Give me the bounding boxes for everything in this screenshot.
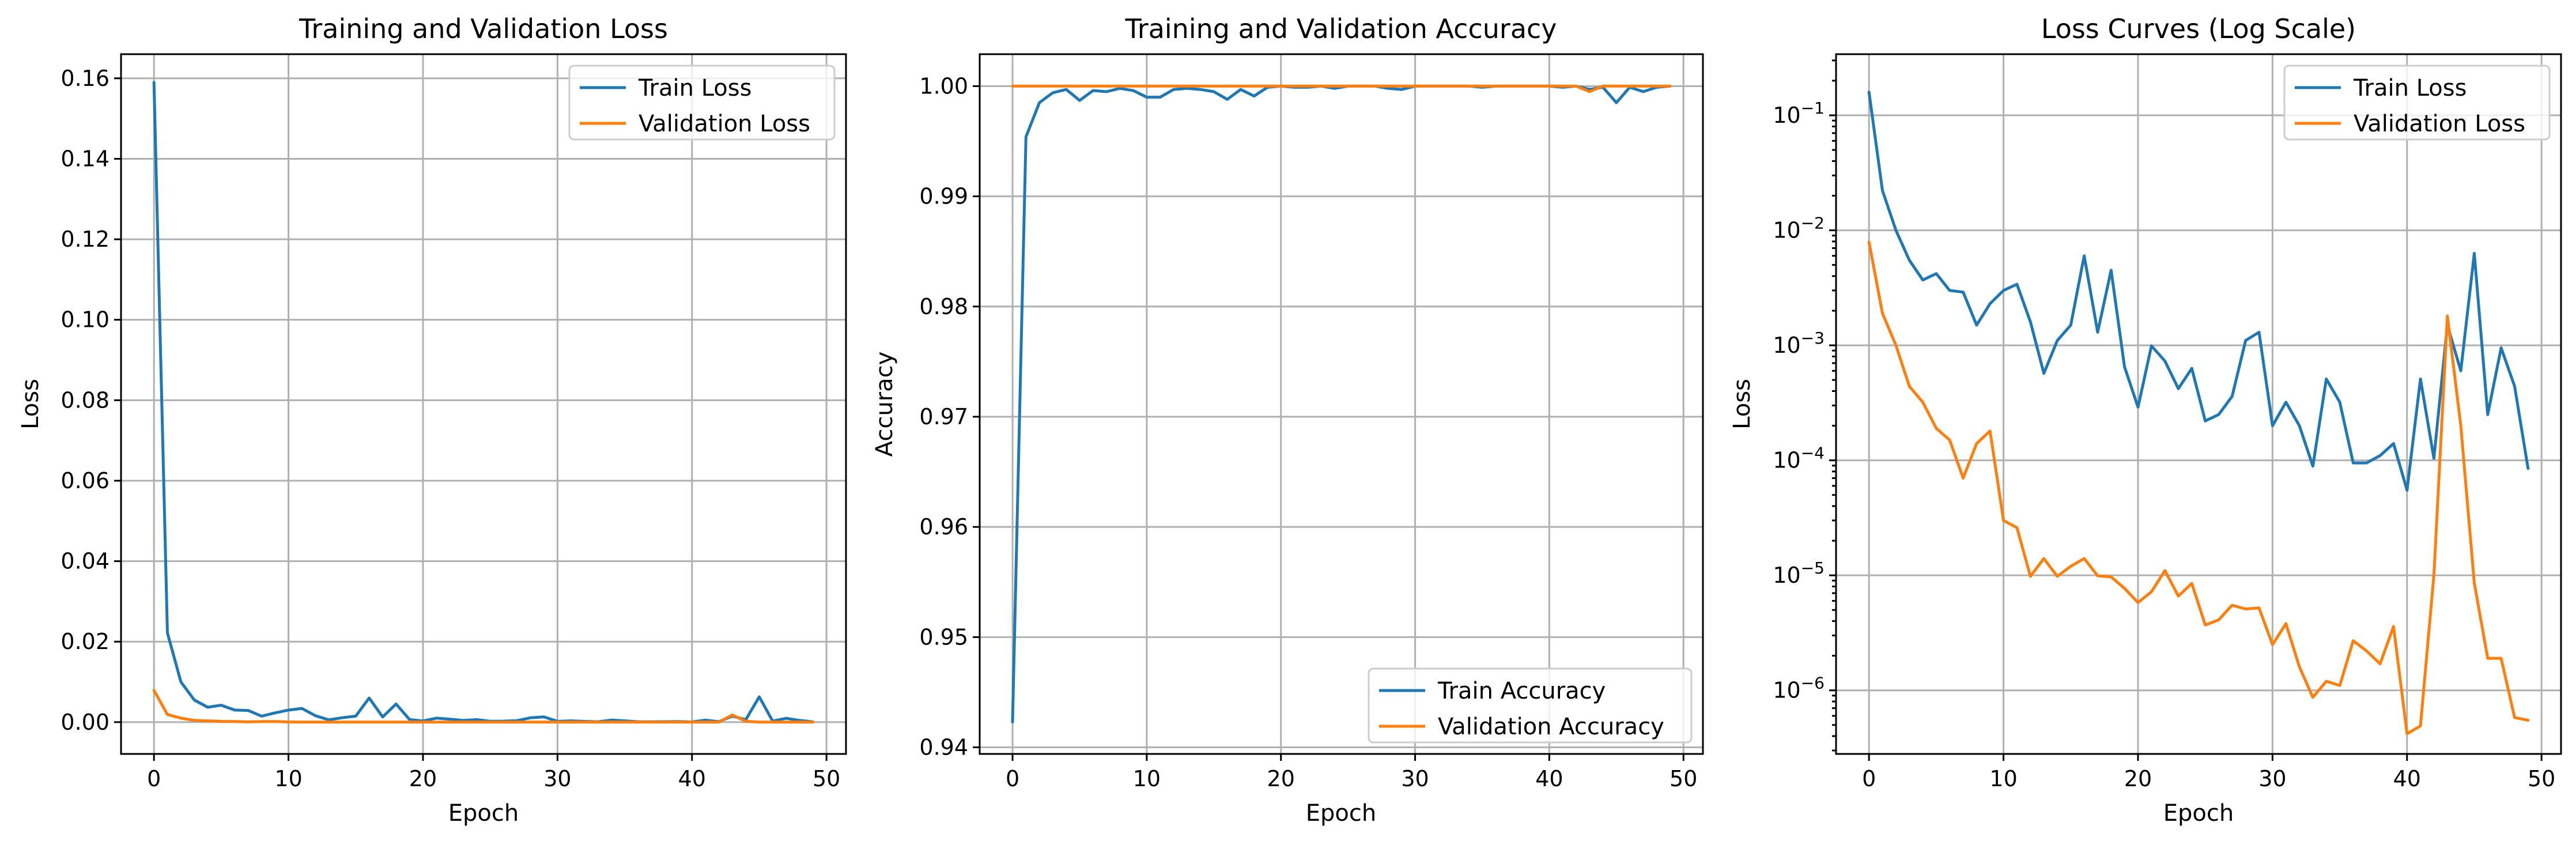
legend-box — [568, 65, 836, 141]
ticks: 0 10 20 30 40 50 0.94 0.95 0.96 0.97 0.98 0.99 1.00 — [919, 73, 1697, 791]
x-tick-label: 20 — [409, 766, 437, 791]
x-tick-label: 20 — [1267, 766, 1295, 791]
grid-lines — [1836, 54, 2561, 754]
legend: Train Loss Validation Loss — [2283, 65, 2551, 141]
chart-title: Training and Validation Accuracy — [1124, 13, 1557, 44]
ticks: 0 10 20 30 40 50 0.00 0.02 0.04 0.06 0.08 0.10 0.12 0… — [61, 66, 840, 791]
legend-label: Train Loss — [2353, 75, 2467, 101]
x-tick-label: 40 — [2393, 766, 2421, 791]
ticks: 0 10 20 30 40 50 10−6 10−5 10−4 10−3 10−2 10−1 — [1773, 59, 2555, 791]
y-axis-label: Loss — [1729, 379, 1755, 429]
x-axis-label: Epoch — [1306, 800, 1376, 827]
y-axis-label: Loss — [17, 379, 44, 429]
y-tick-label: 0.98 — [919, 294, 968, 319]
y-tick-label: 10−3 — [1773, 329, 1825, 358]
y-tick-label: 0.06 — [61, 468, 109, 493]
y-tick-label: 0.12 — [61, 227, 109, 252]
legend: Train Loss Validation Loss — [568, 65, 836, 141]
x-tick-label: 10 — [1989, 766, 2017, 791]
legend-label: Train Loss — [638, 75, 751, 101]
panel-loss: 0 10 20 30 40 50 0.00 0.02 0.04 0.06 0.08 0.10 0.12 0… — [17, 13, 847, 827]
y-tick-label: 10−4 — [1773, 444, 1825, 473]
panel-log-loss: 0 10 20 30 40 50 10−6 10−5 10−4 10−3 10−2 10−1 Loss… — [1729, 13, 2562, 827]
x-tick-label: 20 — [2124, 766, 2152, 791]
series-line-validation-loss — [1867, 240, 2530, 735]
plot-frame — [120, 53, 847, 755]
x-axis-label: Epoch — [448, 800, 519, 827]
x-tick-label: 10 — [274, 766, 302, 791]
legend-label: Validation Loss — [639, 111, 810, 137]
grid-lines — [121, 54, 846, 754]
chart-title: Loss Curves (Log Scale) — [2041, 13, 2356, 44]
y-axis-label: Accuracy — [871, 352, 898, 457]
legend-label: Validation Loss — [2354, 111, 2525, 137]
legend-box — [2283, 65, 2551, 141]
y-tick-label: 1.00 — [919, 73, 968, 99]
y-tick-label: 0.95 — [919, 624, 968, 650]
series-layer — [1867, 90, 2530, 735]
chart-title: Training and Validation Loss — [299, 13, 668, 44]
y-tick-label: 10−6 — [1773, 674, 1825, 703]
y-tick-label: 0.10 — [61, 307, 109, 333]
plot-frame — [1835, 53, 2562, 755]
x-axis-label: Epoch — [2163, 800, 2234, 827]
series-layer — [1011, 84, 1672, 724]
x-tick-label: 40 — [678, 766, 706, 791]
y-tick-label: 0.14 — [61, 146, 109, 172]
x-tick-label: 50 — [1670, 766, 1697, 791]
legend-box — [1368, 667, 1693, 744]
y-tick-label: 0.99 — [919, 184, 968, 209]
panel-accuracy: 0 10 20 30 40 500.940.950.960.970.980.991.00 … — [871, 13, 1704, 827]
y-tick-label: 10−2 — [1773, 214, 1825, 243]
x-tick-label: 40 — [1535, 766, 1563, 791]
x-tick-label: 30 — [543, 766, 571, 791]
y-tick-label: 0.97 — [919, 404, 968, 429]
legend-label: Train Accuracy — [1437, 678, 1606, 704]
x-tick-label: 50 — [2528, 766, 2555, 791]
series-line-validation-accuracy — [1011, 84, 1672, 93]
x-tick-label: 10 — [1133, 766, 1161, 791]
series-line-validation-loss — [152, 689, 815, 724]
y-tick-label: 0.96 — [919, 514, 968, 540]
x-tick-label: 0 — [1006, 766, 1019, 791]
y-tick-label: 0.00 — [61, 710, 109, 735]
legend: Train Accuracy Validation Accuracy — [1368, 667, 1693, 744]
x-tick-label: 50 — [813, 766, 840, 791]
x-tick-label: 30 — [1401, 766, 1429, 791]
legend-label: Validation Accuracy — [1438, 714, 1664, 740]
y-tick-label: 0.94 — [919, 735, 968, 760]
x-tick-label: 0 — [147, 766, 161, 791]
x-tick-label: 30 — [2258, 766, 2286, 791]
series-line-train-loss — [1867, 90, 2530, 492]
y-tick-label: 0.04 — [61, 549, 109, 574]
y-tick-label: 0.02 — [61, 629, 109, 654]
y-tick-label: 10−1 — [1773, 99, 1825, 128]
y-tick-label: 10−5 — [1773, 559, 1825, 588]
series-layer — [152, 81, 815, 724]
y-tick-label: 0.08 — [61, 387, 109, 413]
x-tick-label: 0 — [1862, 766, 1876, 791]
series-line-train-loss — [152, 81, 815, 723]
plot-frame — [979, 53, 1704, 755]
y-tick-label: 0.16 — [61, 66, 109, 91]
